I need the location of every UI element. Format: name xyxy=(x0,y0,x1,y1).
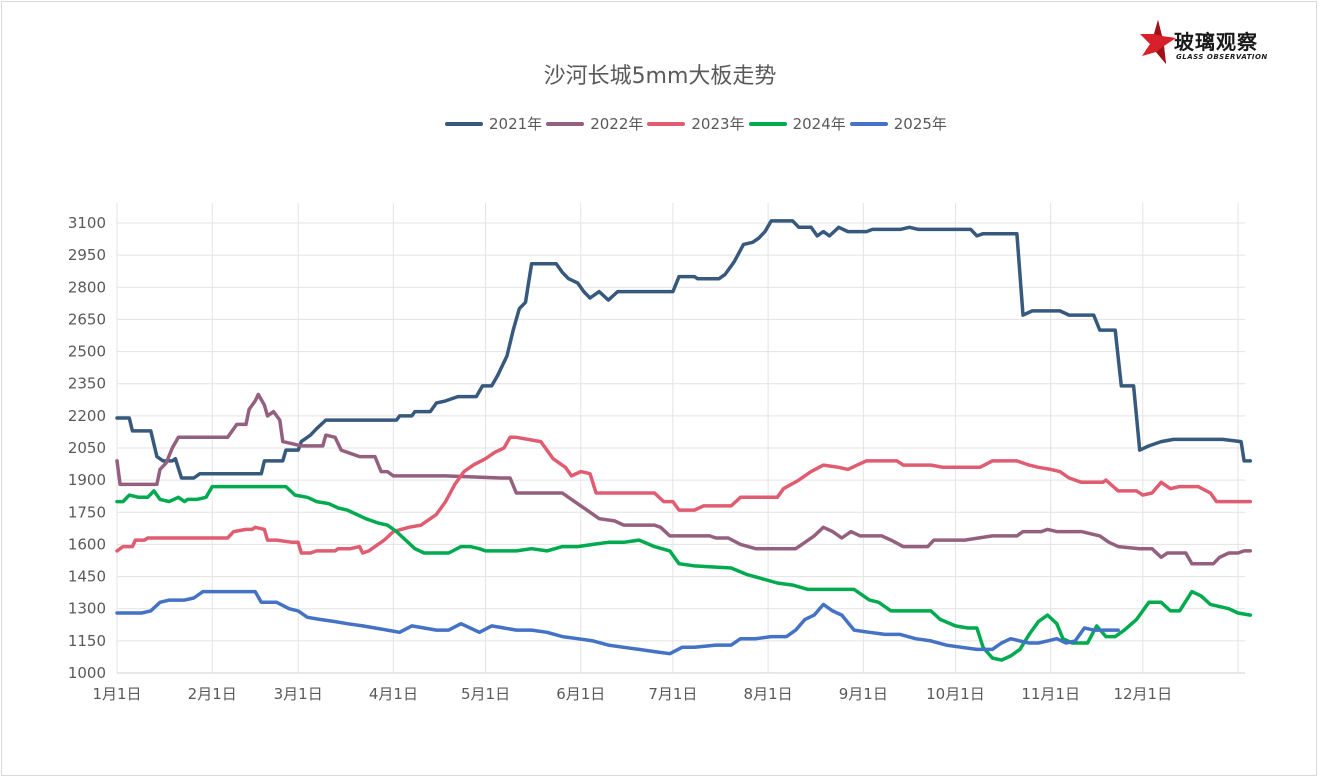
y-tick-label: 1600 xyxy=(68,535,106,553)
y-tick-label: 2950 xyxy=(68,246,106,264)
x-tick-label: 2月1日 xyxy=(188,685,237,703)
y-tick-label: 1000 xyxy=(68,664,106,682)
chart-title: 沙河长城5mm大板走势 xyxy=(543,64,777,89)
legend-swatch-icon xyxy=(445,121,483,126)
y-tick-label: 2800 xyxy=(68,278,106,296)
y-tick-label: 1300 xyxy=(68,600,106,618)
y-tick-label: 2350 xyxy=(68,375,106,393)
legend-swatch-icon xyxy=(849,121,888,126)
logo-subtext: GLASS OBSERVATION xyxy=(1176,53,1268,61)
x-tick-label: 10月1日 xyxy=(926,685,985,703)
y-tick-label: 1900 xyxy=(68,471,106,489)
legend-label: 2025年 xyxy=(893,115,947,133)
legend-swatch-icon xyxy=(647,121,686,126)
y-tick-label: 1450 xyxy=(68,568,106,586)
x-tick-label: 1月1日 xyxy=(92,685,141,703)
x-tick-label: 6月1日 xyxy=(556,685,605,703)
y-tick-label: 2650 xyxy=(68,310,106,328)
x-tick-label: 7月1日 xyxy=(648,685,697,703)
series-line-2022年 xyxy=(115,392,1253,566)
x-tick-label: 8月1日 xyxy=(744,685,793,703)
series-line-2021年 xyxy=(115,219,1253,480)
legend-item[interactable]: 2023年 xyxy=(647,113,745,134)
y-tick-label: 2200 xyxy=(68,407,106,425)
star-logo-icon xyxy=(1140,20,1176,64)
legend-label: 2023年 xyxy=(691,115,745,133)
legend-item[interactable]: 2024年 xyxy=(748,113,846,134)
y-tick-label: 1150 xyxy=(68,632,106,650)
series-line-2024年 xyxy=(115,484,1253,662)
legend-swatch-icon xyxy=(546,121,585,126)
legend-label: 2021年 xyxy=(489,115,543,133)
chart-legend: 2021年 2022年 2023年 2024年 2025年 xyxy=(445,113,951,134)
x-tick-label: 5月1日 xyxy=(461,685,510,703)
x-tick-label: 4月1日 xyxy=(369,685,418,703)
series-line-2023年 xyxy=(115,435,1253,555)
legend-item[interactable]: 2022年 xyxy=(546,113,643,134)
y-tick-label: 2050 xyxy=(68,439,106,457)
y-tick-label: 3100 xyxy=(68,214,106,232)
legend-swatch-icon xyxy=(748,121,787,126)
x-tick-label: 9月1日 xyxy=(839,685,888,703)
brand-logo: 玻璃观察 GLASS OBSERVATION xyxy=(1138,18,1298,68)
legend-label: 2024年 xyxy=(792,115,846,133)
x-tick-label: 12月1日 xyxy=(1113,685,1172,703)
y-tick-label: 1750 xyxy=(68,503,106,521)
x-tick-label: 11月1日 xyxy=(1021,685,1080,703)
legend-label: 2022年 xyxy=(590,115,644,133)
x-tick-label: 3月1日 xyxy=(274,685,323,703)
series-line-2025年 xyxy=(115,589,1120,656)
legend-item[interactable]: 2021年 xyxy=(445,113,542,134)
y-tick-label: 2500 xyxy=(68,343,106,361)
legend-item[interactable]: 2025年 xyxy=(849,113,947,134)
logo-text: 玻璃观察 xyxy=(1174,30,1258,54)
